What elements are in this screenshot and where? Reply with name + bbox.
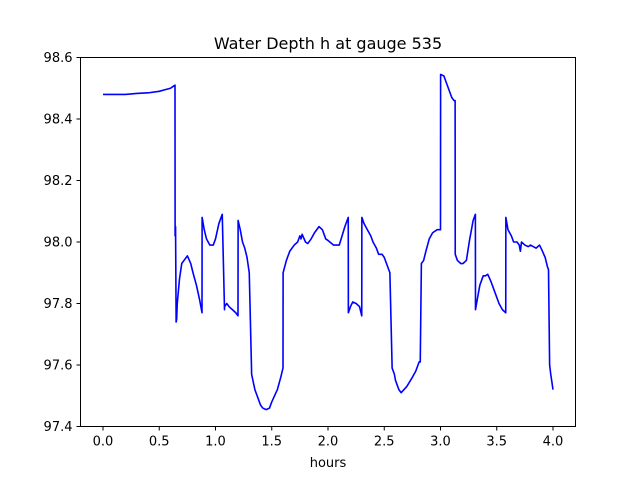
- x-tick-label: 4.0: [543, 435, 564, 450]
- x-tick-label: 2.5: [374, 435, 395, 450]
- y-tick-label: 98.2: [44, 174, 73, 189]
- y-tick-label: 97.4: [44, 420, 73, 435]
- y-tick-label: 98.0: [44, 236, 73, 251]
- x-tick-label: 3.5: [486, 435, 507, 450]
- x-axis-title: hours: [310, 456, 347, 471]
- x-tick-label: 0.0: [93, 435, 114, 450]
- y-tick-label: 98.4: [44, 113, 73, 128]
- chart-title: Water Depth h at gauge 535: [214, 34, 442, 53]
- x-tick-label: 3.0: [430, 435, 451, 450]
- axes-frame: [80, 57, 576, 427]
- series-line-1: [103, 73, 554, 411]
- x-tick-label: 2.0: [318, 435, 339, 450]
- x-tick-label: 0.5: [149, 435, 170, 450]
- y-axis: 97.4 97.6 97.8 98.0 98.2 98.4 98.6: [44, 51, 81, 435]
- x-tick-label: 1.0: [205, 435, 226, 450]
- y-tick-label: 98.6: [44, 51, 73, 66]
- y-tick-label: 97.6: [44, 359, 73, 374]
- y-tick-label: 97.8: [44, 297, 73, 312]
- plot-area: [103, 73, 554, 411]
- x-tick-label: 1.5: [261, 435, 282, 450]
- x-axis: 0.0 0.5 1.0 1.5 2.0 2.5 3.0 3.5 4.0: [93, 426, 564, 450]
